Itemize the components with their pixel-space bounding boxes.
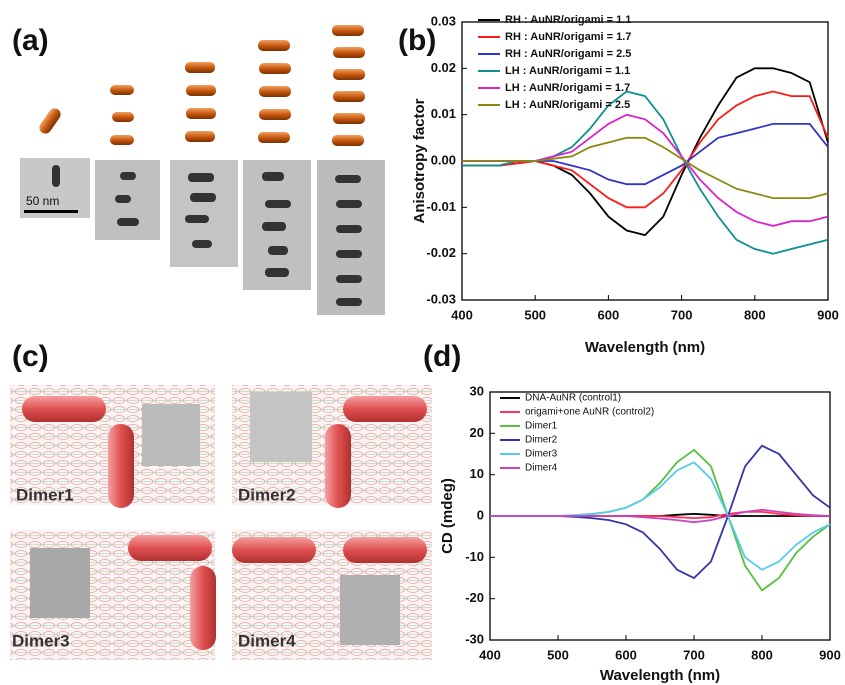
panel-a: 50 nm (20, 25, 385, 315)
y-tick-label: 0.03 (431, 13, 456, 28)
nanorod (110, 135, 134, 145)
tem-image (317, 160, 385, 315)
y-tick-label: 30 (470, 383, 484, 398)
legend-label: Dimer3 (525, 449, 558, 460)
panel-label: (c) (12, 340, 49, 373)
dimer-label: Dimer1 (16, 485, 74, 504)
legend-label: RH : AuNR/origami = 1.7 (505, 31, 631, 43)
panel-c: Dimer1 Dimer2 Dimer3 Dimer4 (10, 385, 432, 660)
nanorod (343, 537, 427, 563)
y-tick-label: -0.02 (426, 245, 456, 260)
y-tick-label: 0.00 (431, 152, 456, 167)
tem-image (142, 404, 200, 466)
x-tick-label: 600 (598, 307, 620, 322)
dimer-label: Dimer2 (238, 485, 296, 504)
scale-bar (24, 210, 78, 213)
nanorod (108, 424, 134, 508)
tem-image (250, 392, 312, 462)
x-tick-label: 800 (744, 307, 766, 322)
y-tick-label: 0.02 (431, 60, 456, 75)
panel-label: (a) (12, 24, 49, 57)
y-axis-title: CD (mdeg) (439, 478, 456, 554)
x-tick-label: 600 (615, 647, 637, 662)
data-line (490, 508, 831, 524)
y-tick-label: -0.01 (426, 199, 456, 214)
x-tick-label: 800 (751, 647, 773, 662)
nanorod (325, 424, 351, 508)
nanorod (22, 396, 106, 422)
y-tick-label: -0.03 (426, 291, 456, 306)
panel-label: (b) (398, 24, 436, 57)
y-tick-label: 20 (470, 425, 484, 440)
data-line (462, 90, 829, 255)
y-tick-label: -10 (465, 549, 484, 564)
nanorod (112, 112, 134, 122)
scale-bar-label: 50 nm (26, 194, 59, 208)
data-line (462, 136, 829, 199)
nanorod (232, 537, 316, 563)
x-tick-label: 400 (479, 647, 501, 662)
data-line (462, 123, 829, 186)
data-line (462, 113, 829, 227)
legend-label: RH : AuNR/origami = 1.1 (505, 14, 631, 26)
x-tick-label: 700 (671, 307, 693, 322)
nanorod (343, 396, 427, 422)
y-axis-title: Anisotropy factor (411, 98, 428, 223)
x-axis-title: Wavelength (nm) (585, 339, 705, 356)
legend-label: DNA-AuNR (control1) (525, 393, 621, 404)
y-tick-label: 10 (470, 466, 484, 481)
legend-label: LH : AuNR/origami = 1.1 (505, 65, 630, 77)
nanorod (110, 85, 134, 95)
tem-image (340, 575, 400, 645)
x-tick-label: 500 (524, 307, 546, 322)
legend-label: origami+one AuNR (control2) (525, 407, 654, 418)
x-tick-label: 700 (683, 647, 705, 662)
legend-label: LH : AuNR/origami = 2.5 (505, 99, 630, 111)
dimer-label: Dimer3 (12, 631, 70, 650)
x-tick-label: 400 (451, 307, 473, 322)
legend-label: Dimer2 (525, 435, 558, 446)
legend-label: Dimer1 (525, 421, 558, 432)
panel-label: (d) (423, 340, 461, 373)
nanorod (39, 108, 61, 134)
y-tick-label: 0.01 (431, 106, 456, 121)
legend-label: Dimer4 (525, 463, 558, 474)
x-tick-label: 500 (547, 647, 569, 662)
y-tick-label: -20 (465, 590, 484, 605)
nanorod (190, 566, 216, 650)
data-line (490, 511, 830, 520)
y-tick-label: -30 (465, 631, 484, 646)
legend-label: LH : AuNR/origami = 1.7 (505, 82, 630, 94)
x-axis-title: Wavelength (nm) (600, 667, 720, 684)
helix (185, 25, 365, 146)
x-tick-label: 900 (819, 647, 841, 662)
x-tick-label: 900 (817, 307, 839, 322)
legend-label: RH : AuNR/origami = 2.5 (505, 48, 631, 60)
tem-image (30, 548, 90, 618)
nanorod (128, 535, 212, 561)
data-line (462, 90, 829, 209)
dimer-label: Dimer4 (238, 631, 296, 650)
y-tick-label: 0 (477, 507, 484, 522)
tem-rods (52, 165, 362, 306)
